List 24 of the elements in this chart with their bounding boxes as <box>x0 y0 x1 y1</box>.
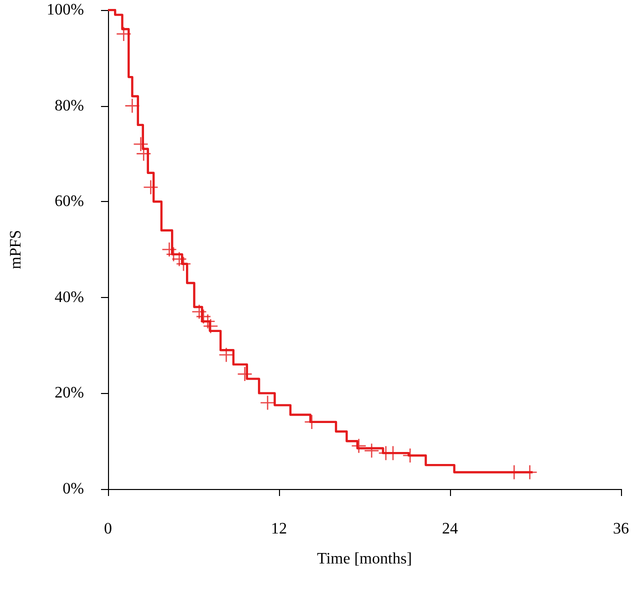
point <box>136 146 152 162</box>
y-tick-label: 20% <box>54 384 84 402</box>
point <box>143 180 158 195</box>
point <box>351 438 366 454</box>
y-tick-label: 80% <box>54 97 84 114</box>
y-tick-label: 100% <box>46 2 84 18</box>
y-tick-label: 60% <box>54 193 84 210</box>
point <box>124 98 140 114</box>
point <box>176 256 192 272</box>
x-tick-label: 36 <box>613 520 629 538</box>
x-tick-label: 12 <box>271 520 287 538</box>
point <box>116 26 132 42</box>
point <box>237 366 252 382</box>
point <box>133 136 148 152</box>
point <box>260 395 276 410</box>
x-tick-label: 24 <box>442 520 458 538</box>
y-tick-label: 40% <box>54 288 84 306</box>
point <box>364 443 380 458</box>
x-tick-label: 0 <box>104 520 112 538</box>
y-axis-title: mPFS <box>8 230 24 270</box>
y-tick-label: 0% <box>62 480 84 498</box>
x-axis-title: Time [months] <box>317 550 412 568</box>
point <box>162 242 177 258</box>
point <box>218 347 234 363</box>
